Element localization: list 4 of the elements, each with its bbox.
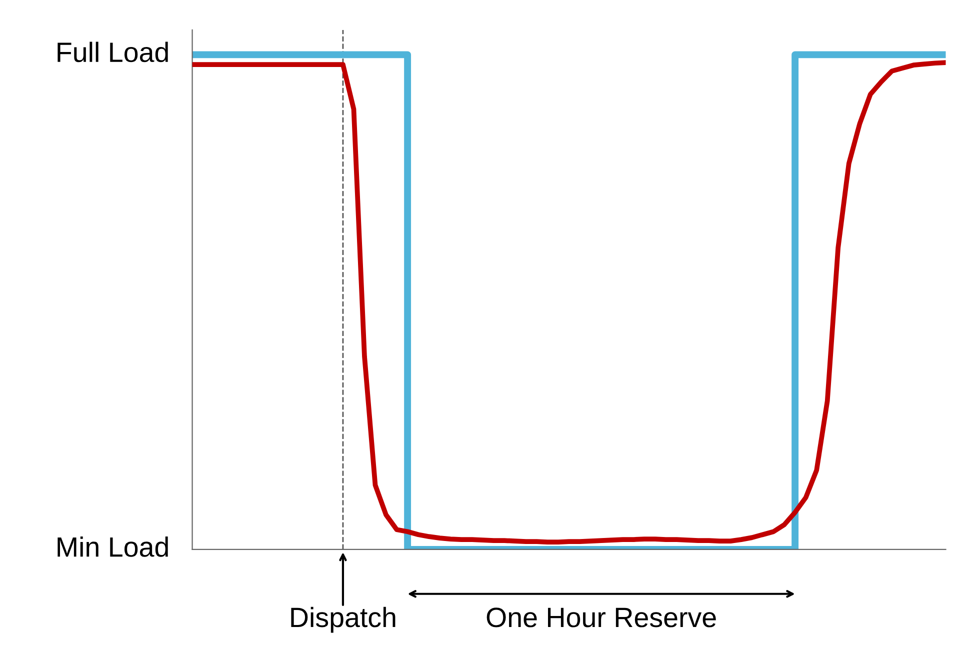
text: Dispatch (291, 606, 396, 633)
text: Full Load (58, 42, 168, 62)
text: One Hour Reserve (486, 608, 716, 628)
text: Min Load (58, 536, 168, 557)
